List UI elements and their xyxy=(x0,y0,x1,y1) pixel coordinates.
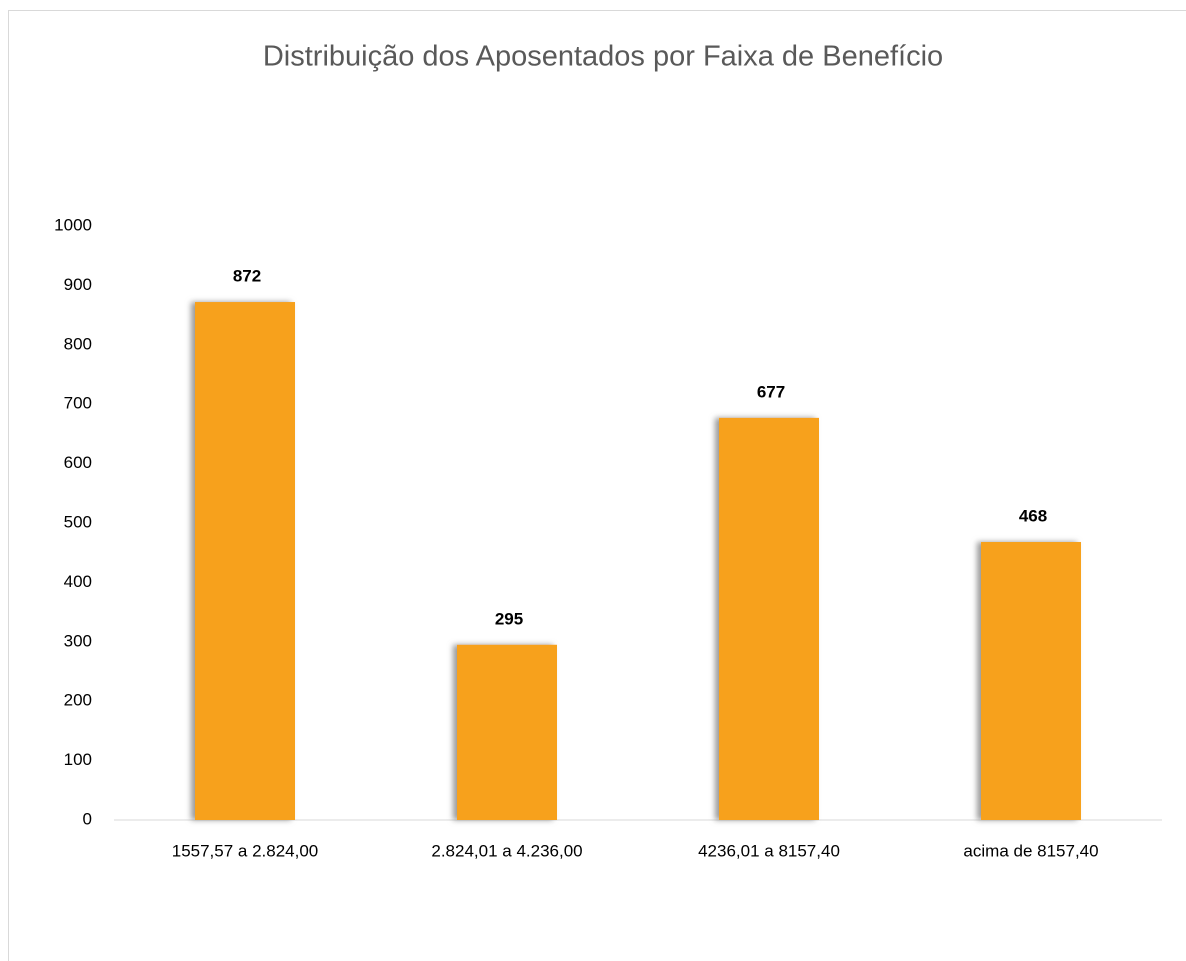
bar xyxy=(719,417,819,820)
y-tick-label: 500 xyxy=(64,512,92,531)
chart-border xyxy=(8,10,1186,961)
value-label: 295 xyxy=(495,609,523,628)
bar xyxy=(195,302,295,821)
value-label: 872 xyxy=(233,267,261,286)
x-tick-label: 4236,01 a 8157,40 xyxy=(698,841,840,860)
x-tick-label: acima de 8157,40 xyxy=(963,841,1098,860)
chart-title: Distribuição dos Aposentados por Faixa d… xyxy=(263,41,943,73)
y-tick-label: 700 xyxy=(64,394,92,413)
x-tick-label: 2.824,01 a 4.236,00 xyxy=(431,841,582,860)
y-tick-label: 300 xyxy=(64,631,92,650)
value-label: 677 xyxy=(757,382,785,401)
x-tick-label: 1557,57 a 2.824,00 xyxy=(172,841,319,860)
y-tick-label: 400 xyxy=(64,572,92,591)
bar xyxy=(457,644,557,820)
y-tick-label: 0 xyxy=(83,809,92,828)
value-label: 468 xyxy=(1019,506,1047,525)
y-tick-label: 200 xyxy=(64,691,92,710)
y-tick-label: 600 xyxy=(64,453,92,472)
y-tick-label: 100 xyxy=(64,750,92,769)
y-tick-label: 800 xyxy=(64,334,92,353)
bar xyxy=(981,542,1081,820)
y-tick-label: 900 xyxy=(64,275,92,294)
y-tick-label: 1000 xyxy=(54,215,92,234)
